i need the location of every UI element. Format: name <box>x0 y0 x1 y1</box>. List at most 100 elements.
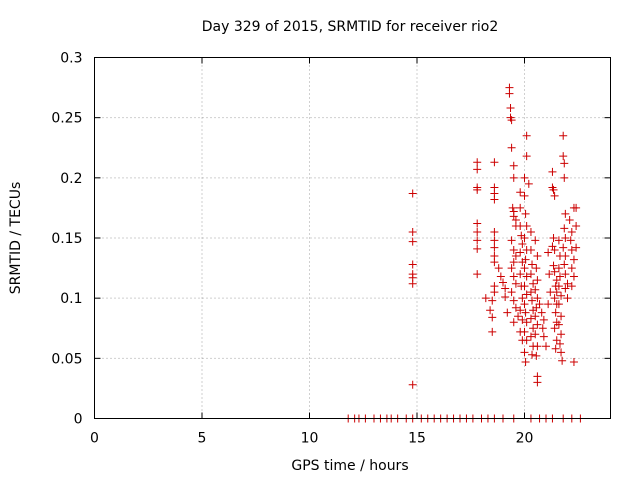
data-point <box>520 264 529 273</box>
data-point <box>560 224 569 233</box>
data-point <box>518 294 527 303</box>
data-point <box>509 212 518 221</box>
data-point <box>526 270 535 279</box>
data-point <box>550 267 559 276</box>
data-point <box>535 300 544 309</box>
data-point <box>528 260 537 269</box>
data-point <box>561 209 570 218</box>
data-point <box>473 227 482 236</box>
data-point <box>408 279 417 288</box>
data-point <box>552 276 561 285</box>
grid-layer <box>94 57 611 419</box>
data-point <box>486 306 495 315</box>
data-point <box>511 303 520 312</box>
data-point <box>565 215 574 224</box>
data-point <box>528 350 537 359</box>
data-point <box>532 303 541 312</box>
data-point <box>549 185 558 194</box>
data-point <box>567 227 576 236</box>
data-point <box>473 165 482 174</box>
y-tick-label: 0.1 <box>60 291 82 307</box>
data-point <box>526 332 535 341</box>
data-point <box>551 344 560 353</box>
data-point <box>569 272 578 281</box>
data-point <box>559 131 568 140</box>
data-point <box>569 357 578 366</box>
y-tick-label: 0.3 <box>60 51 82 67</box>
data-point <box>557 312 566 321</box>
data-point <box>533 320 542 329</box>
data-point <box>473 270 482 279</box>
data-point <box>522 272 531 281</box>
data-point <box>549 261 558 270</box>
data-point <box>566 236 575 245</box>
data-point <box>554 264 563 273</box>
data-point <box>572 243 581 252</box>
data-point <box>539 332 548 341</box>
y-tick-label: 0.05 <box>51 351 82 367</box>
data-point <box>563 294 572 303</box>
data-point <box>494 264 503 273</box>
data-point <box>558 356 567 365</box>
data-point <box>520 234 529 242</box>
data-point <box>520 282 529 291</box>
data-point <box>473 236 482 245</box>
data-point <box>572 221 581 230</box>
data-point <box>549 234 558 242</box>
data-point <box>552 288 561 297</box>
ticks-layer: 0 5 10 15 20 0 0.05 0.1 0.15 0.2 0.25 0.3 <box>51 51 611 447</box>
data-point <box>490 236 499 245</box>
data-point <box>496 272 505 281</box>
x-tick-label: 0 <box>90 431 99 447</box>
data-point <box>561 234 570 242</box>
x-tick-label: 5 <box>198 431 207 447</box>
x-tick-label: 15 <box>408 431 426 447</box>
data-point <box>509 318 518 327</box>
data-point <box>408 260 417 269</box>
data-point <box>533 342 542 351</box>
x-tick-label: 10 <box>301 431 319 447</box>
data-point <box>509 246 518 255</box>
data-point <box>509 272 518 281</box>
y-tick-label: 0 <box>74 412 83 428</box>
data-point <box>531 312 540 321</box>
data-point <box>567 246 576 255</box>
data-point <box>550 324 559 333</box>
points-layer <box>344 83 585 423</box>
data-point <box>550 246 559 255</box>
data-point <box>507 264 516 273</box>
data-point <box>538 324 547 333</box>
data-point <box>555 339 564 348</box>
data-point <box>473 158 482 167</box>
data-point <box>561 252 570 261</box>
data-point <box>524 179 533 188</box>
data-point <box>560 260 569 269</box>
data-point <box>488 313 497 322</box>
data-point <box>516 188 525 197</box>
data-point <box>506 104 515 113</box>
data-point <box>520 173 529 182</box>
data-point <box>490 243 499 252</box>
data-point <box>490 258 499 267</box>
data-point <box>521 308 530 317</box>
data-point <box>516 248 525 257</box>
data-point <box>490 227 499 236</box>
data-point <box>561 270 570 279</box>
data-point <box>490 158 499 167</box>
data-point <box>559 152 568 161</box>
data-point <box>548 167 557 176</box>
data-point <box>551 308 560 317</box>
y-tick-label: 0.25 <box>51 111 82 127</box>
y-axis-label: SRMTID / TECUs <box>8 182 24 295</box>
plot-frame <box>94 57 611 419</box>
data-point <box>509 173 518 182</box>
data-point <box>521 357 530 366</box>
data-point <box>533 294 542 303</box>
data-point <box>559 243 568 252</box>
data-point <box>509 296 518 305</box>
data-point <box>520 327 529 336</box>
data-point <box>567 264 576 273</box>
data-point <box>563 279 572 288</box>
data-point <box>554 282 563 291</box>
